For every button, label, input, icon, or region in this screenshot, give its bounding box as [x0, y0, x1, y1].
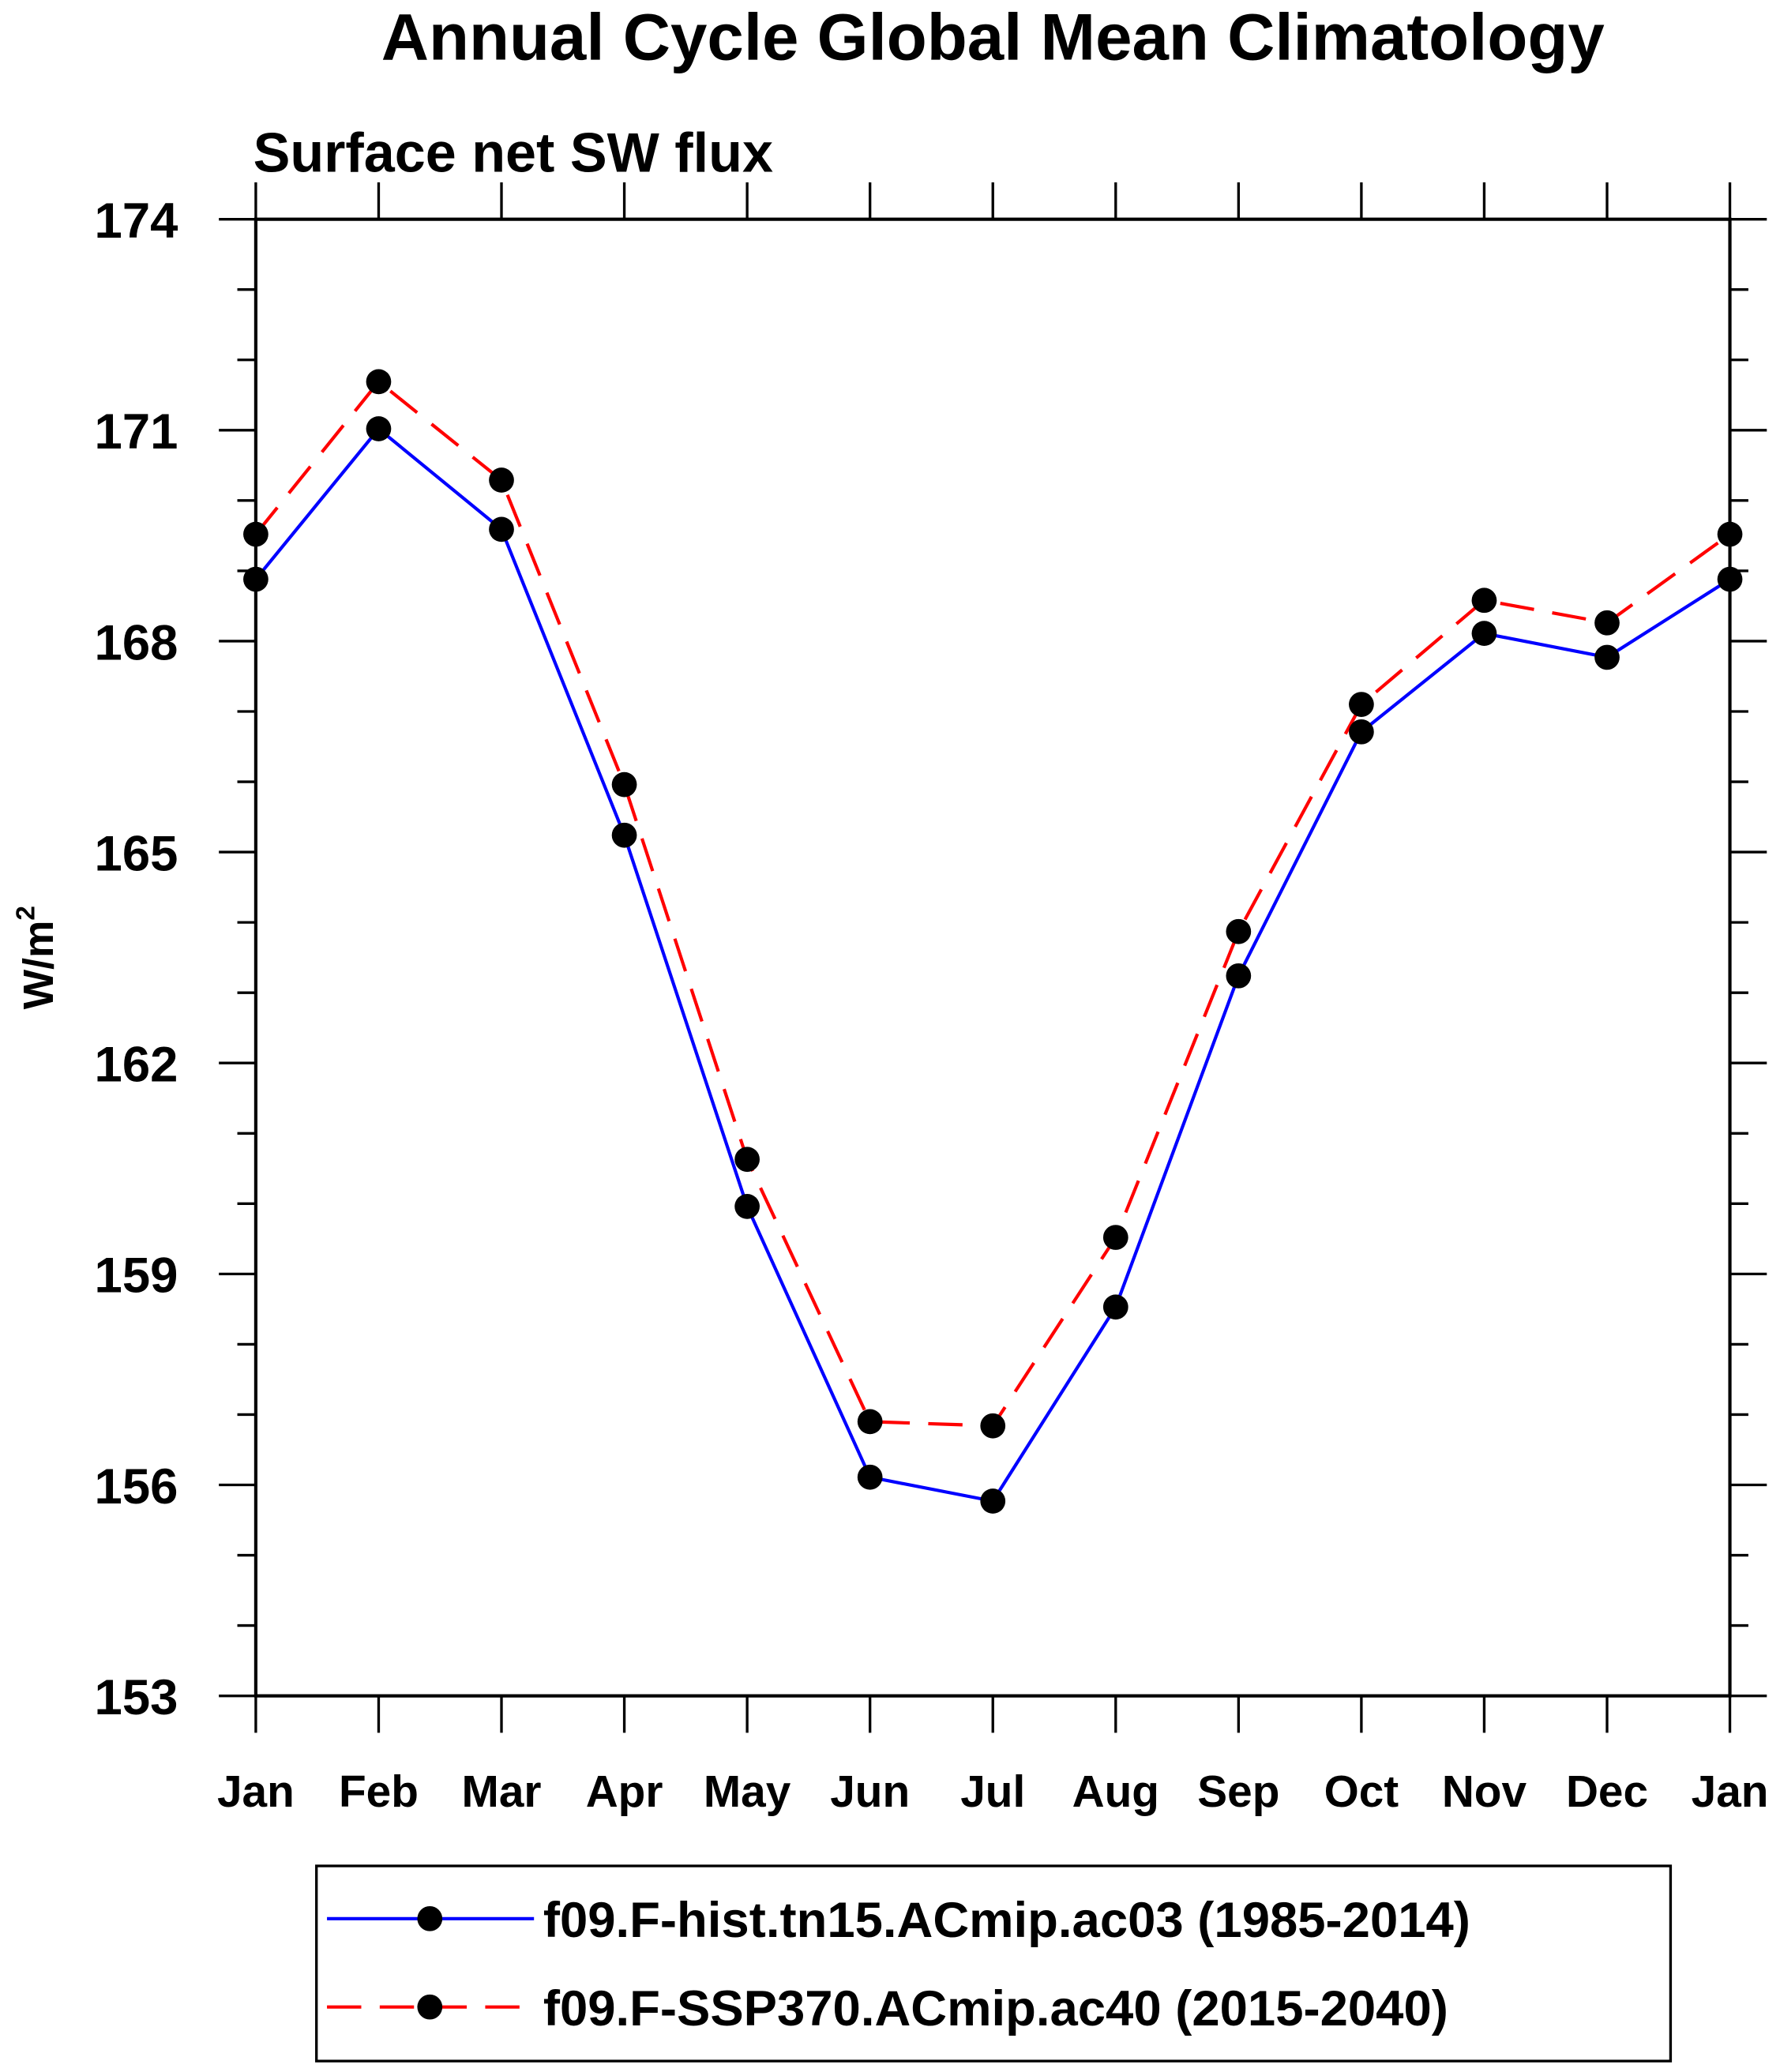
data-point-series-2 [1594, 610, 1620, 636]
data-point-series-2 [489, 467, 514, 493]
data-point-series-1 [611, 822, 637, 848]
legend-box [315, 1864, 1673, 2063]
x-tick-label: Feb [339, 1767, 419, 1817]
data-point-series-2 [857, 1409, 883, 1435]
x-tick-label: Oct [1324, 1767, 1399, 1817]
y-tick-label: 159 [95, 1248, 178, 1304]
x-tick-label: Apr [586, 1767, 663, 1817]
data-point-series-1 [1226, 963, 1252, 989]
legend-marker-1 [417, 1905, 443, 1931]
x-tick-label: Nov [1442, 1767, 1527, 1817]
x-tick-label: Jan [1692, 1767, 1769, 1817]
x-tick-label: Jun [830, 1767, 910, 1817]
y-tick-label: 156 [95, 1459, 178, 1515]
x-tick-label: Jan [217, 1767, 295, 1817]
data-point-series-1 [366, 416, 392, 441]
x-tick-label: Aug [1072, 1767, 1159, 1817]
y-tick-label: 168 [95, 615, 178, 670]
data-point-series-2 [1102, 1225, 1128, 1250]
data-point-series-1 [1594, 644, 1620, 670]
data-point-series-1 [1471, 621, 1497, 647]
x-tick-label: Mar [462, 1767, 542, 1817]
chart-title: Annual Cycle Global Mean Climatology [381, 0, 1605, 74]
y-axis-label-sup: 2 [11, 906, 40, 921]
svg-text:W/m2: W/m2 [11, 906, 62, 1009]
data-point-series-2 [734, 1147, 760, 1173]
chart-subtitle: Surface net SW flux [253, 122, 773, 184]
y-tick-label: 171 [95, 404, 178, 460]
x-tick-label: May [704, 1767, 791, 1817]
data-point-series-1 [980, 1488, 1006, 1514]
series-line-2 [254, 379, 1731, 1428]
x-tick-label: Dec [1566, 1767, 1648, 1817]
x-tick-label: Sep [1197, 1767, 1279, 1817]
data-point-series-2 [366, 369, 392, 395]
y-tick-label: 162 [95, 1038, 178, 1093]
y-tick-label: 153 [95, 1670, 178, 1725]
y-axis-label: W/m2 [11, 906, 62, 1009]
legend-label-2: f09.F-SSP370.ACmip.ac40 (2015-2040) [543, 1981, 1448, 2036]
series-line-1 [254, 426, 1731, 1503]
data-point-series-1 [489, 516, 514, 542]
data-point-series-1 [1102, 1294, 1128, 1320]
data-point-series-2 [1226, 918, 1252, 944]
data-point-series-2 [980, 1413, 1006, 1439]
legend-label-1: f09.F-hist.tn15.ACmip.ac03 (1985-2014) [543, 1893, 1470, 1948]
data-point-series-2 [1471, 587, 1497, 614]
y-tick-label: 165 [95, 826, 178, 881]
data-point-series-1 [857, 1464, 883, 1490]
y-tick-label: 174 [95, 193, 178, 249]
data-point-series-2 [1349, 692, 1374, 717]
data-point-series-2 [611, 771, 637, 798]
plot-frame [253, 217, 1732, 1698]
y-axis-label-text: W/m [16, 921, 62, 1010]
legend: f09.F-hist.tn15.ACmip.ac03 (1985-2014) f0… [315, 1864, 1673, 2063]
legend-marker-2 [417, 1994, 443, 2020]
data-point-series-1 [734, 1194, 760, 1219]
data-point-series-1 [1349, 719, 1374, 745]
x-tick-label: Jul [960, 1767, 1025, 1817]
